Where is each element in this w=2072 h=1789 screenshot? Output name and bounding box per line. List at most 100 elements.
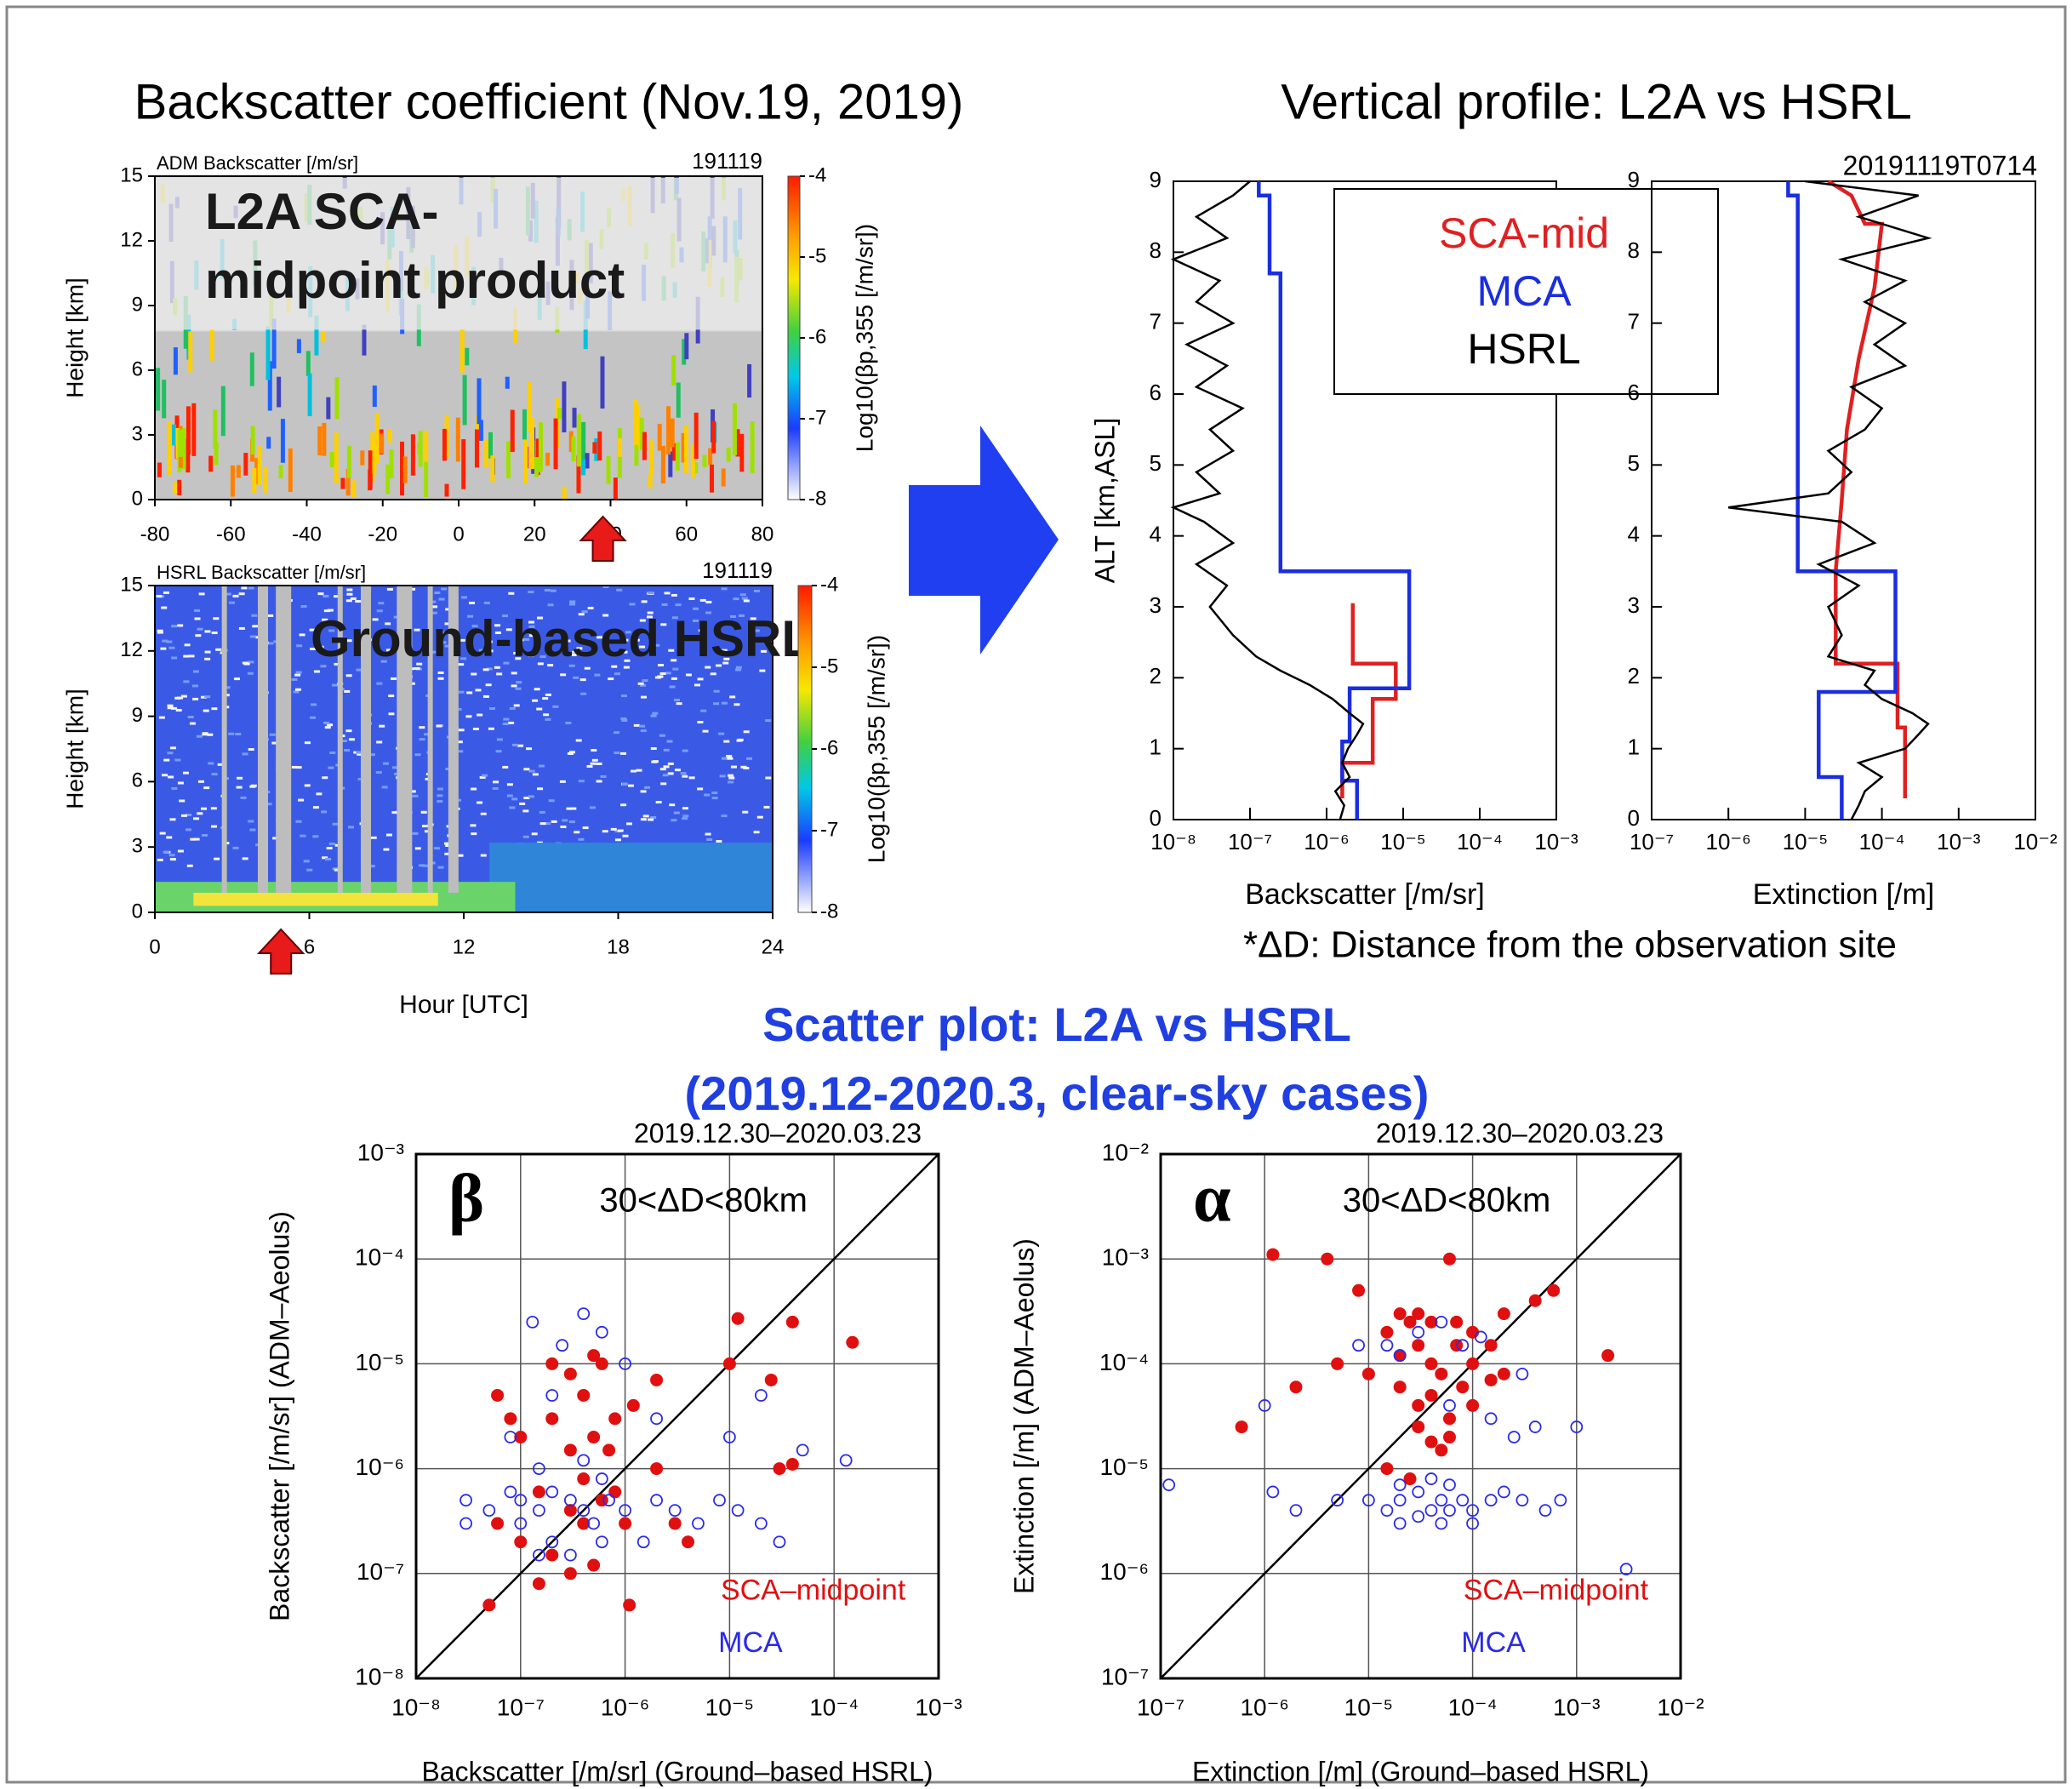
y-tick-label: 7 xyxy=(1628,309,1640,334)
heatmap-cell xyxy=(482,774,488,777)
heatmap-cell xyxy=(215,648,222,651)
heatmap-cell xyxy=(351,480,357,498)
heatmap-cell xyxy=(346,588,353,592)
heatmap-cell xyxy=(721,587,728,591)
heatmap-cell xyxy=(513,704,520,707)
y-tick-label: 6 xyxy=(132,769,143,792)
heatmap-cell xyxy=(624,659,631,662)
heatmap-cell xyxy=(182,771,189,774)
heatmap-cell xyxy=(522,809,529,813)
scatter-point xyxy=(587,1349,601,1363)
heatmap-cell xyxy=(582,826,589,830)
heatmap-cell xyxy=(681,432,686,463)
heatmap-cell xyxy=(437,787,443,791)
heatmap-cell xyxy=(675,442,680,472)
heatmap-cell xyxy=(312,835,319,838)
flow-arrow xyxy=(909,426,1059,654)
scatter-point xyxy=(545,1535,559,1549)
scatter-point xyxy=(1435,1367,1448,1380)
heatmap-cell xyxy=(570,807,577,810)
heatmap-cell xyxy=(345,729,352,733)
scatter-point xyxy=(1442,1431,1456,1444)
heatmap-cell xyxy=(569,603,576,606)
heatmap-cell xyxy=(187,716,194,719)
heatmap-cell xyxy=(408,682,415,685)
heatmap-cell xyxy=(578,837,585,841)
heatmap-cell xyxy=(699,598,706,602)
y-axis-label: Extinction [/m] (ADM–Aeolus) xyxy=(1008,1238,1039,1594)
heatmap-cell xyxy=(550,589,557,592)
heatmap-cell xyxy=(592,442,597,454)
y-tick-label: 3 xyxy=(132,422,143,445)
heatmap-cell xyxy=(431,611,437,614)
heatmap-cell xyxy=(480,812,487,815)
heatmap-cell xyxy=(167,704,174,707)
scatter-point xyxy=(577,1517,591,1530)
heatmap-cell xyxy=(202,833,208,837)
heatmap-cell xyxy=(627,784,634,787)
scatter-point xyxy=(595,1325,608,1339)
heatmap-cell xyxy=(503,717,510,721)
heatmap-cell xyxy=(642,814,649,818)
heatmap-cell xyxy=(347,826,354,829)
heatmap-cell xyxy=(357,752,363,756)
heatmap-cell xyxy=(171,656,178,660)
heatmap-cell xyxy=(496,738,503,741)
scatter-point xyxy=(532,1485,545,1499)
heatmap-cell xyxy=(667,772,674,775)
heatmap-cell xyxy=(750,617,756,620)
panel-title: ADM Backscatter [/m/sr] xyxy=(157,152,358,174)
heatmap-cell xyxy=(345,639,352,643)
colorbar-tick-label: -7 xyxy=(820,818,838,841)
heatmap-cell xyxy=(584,666,591,670)
heatmap-cell xyxy=(726,755,733,758)
heatmap-cell xyxy=(488,432,494,459)
heatmap-cell xyxy=(494,624,501,627)
heatmap-cell xyxy=(513,651,520,654)
heatmap-cell xyxy=(470,824,477,827)
scatter-point xyxy=(595,1472,608,1485)
heatmap-cell xyxy=(412,794,419,797)
scatter-point xyxy=(563,1494,577,1507)
heatmap-cell xyxy=(357,777,364,780)
heatmap-cell xyxy=(572,650,579,654)
heatmap-cell xyxy=(389,449,394,478)
heatmap-cell xyxy=(759,669,766,672)
heatmap-cell xyxy=(535,438,540,476)
heatmap-cell xyxy=(661,603,668,606)
heatmap-cell xyxy=(534,688,540,691)
y-tick-label: 2 xyxy=(1628,663,1640,689)
heatmap-cell xyxy=(194,609,201,612)
heatmap-cell xyxy=(648,474,653,489)
heatmap-cell xyxy=(694,683,700,687)
heatmap-cell xyxy=(171,706,178,710)
heatmap-cell xyxy=(682,814,689,818)
heatmap-cell xyxy=(465,347,470,366)
heatmap-cell xyxy=(202,732,208,735)
heatmap-cell xyxy=(385,622,391,626)
profile-line xyxy=(1340,603,1398,798)
heatmap-cell xyxy=(197,627,203,631)
heatmap-cell xyxy=(267,361,272,411)
heatmap-cell xyxy=(671,659,677,662)
colorbar-tick-label: -5 xyxy=(808,244,826,267)
heatmap-cell xyxy=(694,462,699,474)
heatmap-cell xyxy=(665,672,671,675)
heatmap-cell xyxy=(702,454,707,467)
heatmap-cell xyxy=(676,382,681,418)
scatter-point xyxy=(650,1462,664,1476)
heatmap-cell xyxy=(587,606,594,609)
heatmap-cell xyxy=(663,765,670,769)
heatmap-cell xyxy=(547,603,554,607)
heatmap-cell xyxy=(689,635,696,638)
heatmap-cell xyxy=(441,587,448,591)
heatmap-cell xyxy=(623,666,630,669)
heatmap-cell xyxy=(511,743,518,746)
heatmap-cell xyxy=(641,600,648,603)
scatter-point xyxy=(1538,1504,1552,1518)
heatmap-cell xyxy=(242,857,248,860)
heatmap-cell xyxy=(306,868,313,872)
heatmap-cell xyxy=(664,592,671,595)
heatmap-cell xyxy=(538,422,543,472)
y-tick-label: 9 xyxy=(1628,167,1640,192)
